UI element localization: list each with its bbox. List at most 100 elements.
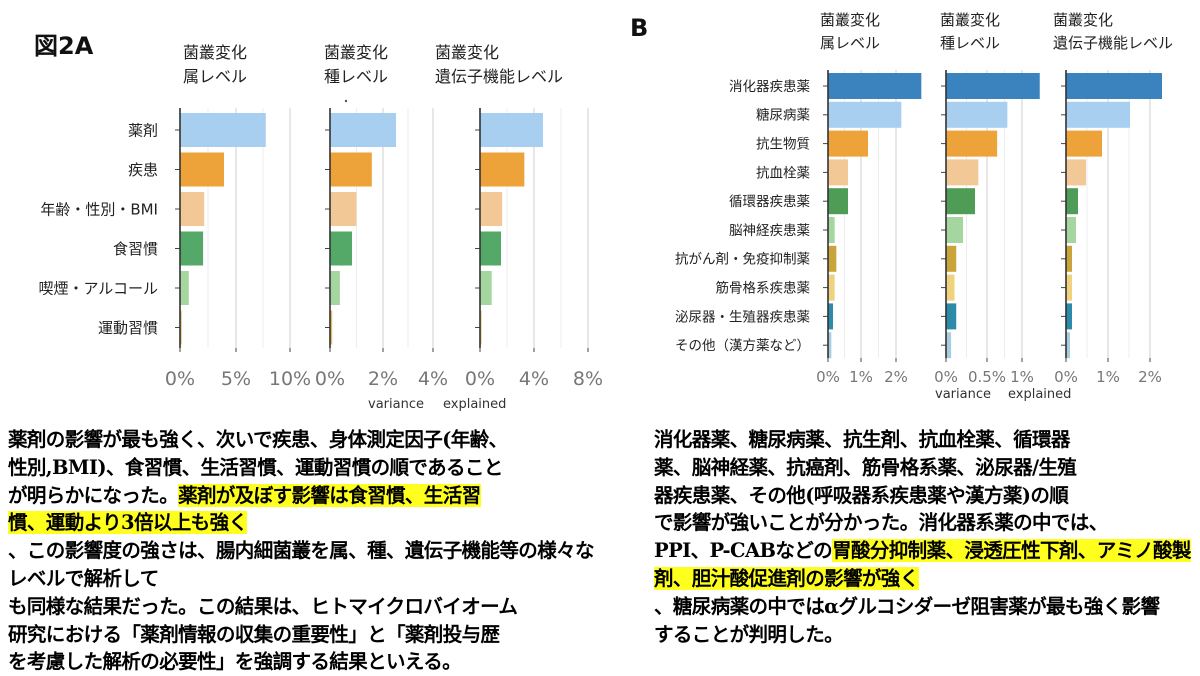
bar — [1066, 101, 1130, 128]
body-text: することが判明した。 — [654, 622, 844, 646]
body-text: 器疾患薬、その他(呼吸器系疾患薬や漢方薬)の順 — [654, 483, 1069, 507]
bar — [180, 310, 182, 345]
body-text: で影響が強いことが分かった。消化器系薬の中では、 — [654, 511, 1108, 535]
bar — [1066, 73, 1162, 99]
bar — [180, 192, 205, 226]
bar — [480, 113, 543, 147]
category-label: 疾患 — [128, 161, 158, 179]
category-label: 筋骨格系疾患薬 — [716, 279, 811, 296]
bar — [480, 152, 525, 187]
highlighted-text: 慣、運動より3倍以上も強く — [8, 511, 248, 535]
body-text: を考慮した解析の必要性」を強調する結果といえる。 — [8, 650, 462, 674]
bar — [330, 271, 340, 305]
figure-a-label: 図2A — [34, 32, 94, 60]
bar — [480, 231, 501, 266]
bar — [1066, 130, 1102, 157]
category-label: 抗生物質 — [756, 136, 810, 152]
bar — [330, 152, 372, 187]
bar — [180, 231, 204, 266]
bar — [1066, 303, 1072, 330]
tick-label: 2% — [884, 368, 908, 386]
panel-title-line2: 属レベル — [820, 34, 880, 52]
body-text: 菌叢を属、種、遺伝子機能等の様々なレベルで解析して — [8, 539, 595, 590]
bar — [330, 231, 352, 266]
figure-b-description: 消化器薬、糖尿病薬、抗生剤、抗血栓薬、循環器 薬、脳神経薬、抗癌剤、筋骨格系薬、泌… — [654, 426, 1194, 648]
panel-title-line1: 菌叢変化 — [940, 11, 1000, 29]
bar — [828, 101, 902, 128]
tick-label: 5% — [221, 368, 251, 390]
panel-title-line1: 菌叢変化 — [183, 43, 247, 62]
panel-title-line2: 遺伝子機能レベル — [435, 67, 563, 86]
category-label: 喫煙・アルコール — [38, 279, 158, 297]
bar — [828, 130, 868, 157]
dot-mark — [344, 99, 348, 103]
category-label: 循環器疾患薬 — [729, 194, 810, 210]
tick-label: 2% — [1138, 368, 1162, 386]
panel-title-line2: 遺伝子機能レベル — [1053, 34, 1173, 52]
bar — [828, 274, 835, 301]
bar — [330, 192, 357, 226]
bar — [180, 271, 189, 305]
figure-a-description: 薬剤の影響が最も強く、次いで疾患、身体測定因子(年齢、 性別,BMI)、食習慣、生… — [8, 426, 598, 676]
tick-label: 0% — [816, 368, 840, 386]
bar — [946, 101, 1008, 128]
panel-title-line1: 菌叢変化 — [1053, 11, 1113, 29]
bar — [828, 73, 922, 99]
bar — [828, 217, 835, 243]
body-text: が明らかになった。 — [8, 483, 179, 507]
tick-label: 0% — [465, 368, 495, 390]
bar — [946, 245, 957, 272]
category-label: 脳神経疾患薬 — [729, 223, 810, 239]
category-label: 年齢・性別・BMI — [40, 200, 158, 218]
category-label: 抗血栓薬 — [756, 165, 810, 181]
bar — [330, 310, 333, 345]
tick-label: 4% — [519, 368, 549, 390]
panel-title-line2: 属レベル — [183, 67, 247, 86]
highlighted-text: 胃酸分抑制薬、浸透圧性下剤、 — [832, 539, 1097, 563]
bar — [946, 159, 979, 186]
bar — [946, 332, 952, 359]
body-text: 消化器薬、糖尿病薬、抗生剤、抗血栓薬、循環器 — [654, 428, 1070, 451]
bar — [1066, 159, 1086, 186]
figure-b-label: B — [630, 14, 649, 42]
tick-label: 0.5% — [968, 368, 1006, 386]
bar — [828, 188, 848, 215]
tick-label: 0% — [1054, 368, 1078, 386]
body-text: 、糖尿病 — [654, 594, 730, 618]
category-label: 抗がん剤・免疫抑制薬 — [675, 252, 810, 268]
tick-label: 4% — [418, 368, 448, 390]
bar — [828, 332, 832, 359]
bar — [828, 303, 833, 330]
x-axis-label: variance — [935, 387, 991, 402]
x-axis-label: explained — [443, 397, 506, 412]
body-text: 、この影響度の強さは、腸内細 — [8, 539, 273, 563]
bar — [946, 130, 998, 157]
bar — [1066, 245, 1072, 272]
x-axis-label: variance — [368, 397, 424, 412]
body-text: も同様な結果だった。この結果は、ヒトマイクロバイオーム — [8, 594, 518, 618]
panel-title-line1: 菌叢変化 — [324, 43, 388, 62]
bar — [828, 245, 837, 272]
bar — [1066, 217, 1076, 243]
body-text: 薬剤の影響が最も強く、次いで疾患、身体測定因子(年齢、 — [8, 428, 508, 451]
body-text: PPI、P-CABなどの — [654, 539, 833, 563]
body-text: 薬の中ではαグルコシダーゼ阻害薬が最も強く影響 — [729, 594, 1160, 618]
category-label: その他（漢方薬など） — [675, 338, 810, 354]
tick-label: 0% — [315, 368, 345, 390]
panel-title-line2: 種レベル — [940, 34, 1000, 52]
bar — [946, 217, 964, 243]
category-label: 泌尿器・生殖器疾患薬 — [675, 308, 810, 325]
tick-label: 8% — [573, 368, 603, 390]
tick-label: 2% — [368, 368, 398, 390]
bar — [1066, 332, 1070, 359]
tick-label: 1% — [849, 368, 873, 386]
bar — [946, 188, 975, 215]
bar — [1066, 188, 1078, 215]
body-text: 性別,BMI)、食習慣、生活習慣、運動習慣の順であること — [8, 455, 503, 479]
tick-label: 0% — [934, 368, 958, 386]
bar — [946, 303, 957, 330]
category-label: 薬剤 — [128, 121, 158, 139]
panel-title-line1: 菌叢変化 — [435, 43, 499, 62]
bar — [330, 113, 396, 147]
